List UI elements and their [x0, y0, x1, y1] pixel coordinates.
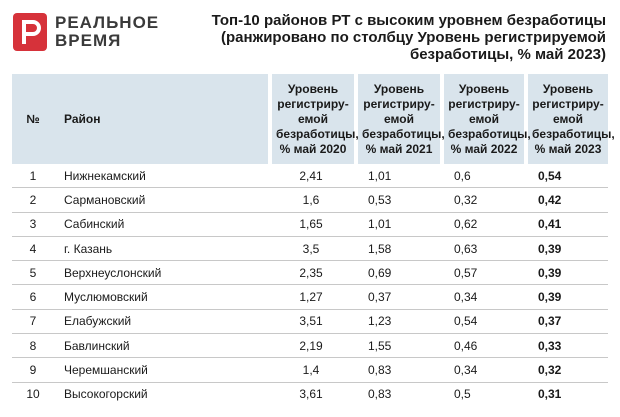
column-header-number: №	[12, 74, 54, 164]
table-row: 2 Сармановский 1,6 0,53 0,32 0,42	[12, 188, 608, 213]
cell-2020: 3,51	[268, 310, 354, 335]
cell-2022: 0,6	[440, 164, 524, 189]
cell-2023: 0,54	[524, 164, 608, 189]
column-header-2022: Уровень регистриру-емой безработицы, % м…	[440, 74, 531, 164]
table-row: 4 г. Казань 3,5 1,58 0,63 0,39	[12, 237, 608, 262]
cell-district: Муслюмовский	[54, 285, 268, 310]
cell-2020: 3,5	[268, 237, 354, 262]
cell-district: Бавлинский	[54, 334, 268, 359]
cell-district: Черемшанский	[54, 358, 268, 383]
cell-2021: 1,58	[354, 237, 440, 262]
cell-2020: 2,41	[268, 164, 354, 189]
table-row: 9 Черемшанский 1,4 0,83 0,34 0,32	[12, 358, 608, 383]
cell-2022: 0,46	[440, 334, 524, 359]
brand-line2: ВРЕМЯ	[55, 31, 122, 50]
cell-number: 2	[12, 188, 54, 213]
cell-2021: 1,23	[354, 310, 440, 335]
cell-2020: 1,65	[268, 213, 354, 237]
table-row: 1 Нижнекамский 2,41 1,01 0,6 0,54	[12, 164, 608, 189]
cell-district: Верхнеуслонский	[54, 261, 268, 286]
cell-district: Сабинский	[54, 213, 268, 237]
cell-2022: 0,32	[440, 188, 524, 213]
brand-name: РЕАЛЬНОЕ ВРЕМЯ	[55, 14, 159, 50]
cell-number: 4	[12, 237, 54, 262]
cell-2021: 0,83	[368, 387, 392, 402]
table-row: 7 Елабужский 3,51 1,23 0,54 0,37	[12, 310, 608, 335]
table-row: 10 Высокогорский 3,61 0,83 0,5 0,31	[12, 383, 608, 406]
column-header-2021: Уровень регистриру-емой безработицы, % м…	[354, 74, 445, 164]
cell-2022: 0,34	[440, 358, 524, 383]
cell-district: Высокогорский	[64, 387, 148, 402]
cell-2021: 1,55	[354, 334, 440, 359]
cell-district: Нижнекамский	[54, 164, 268, 189]
cell-2023: 0,33	[524, 334, 608, 359]
cell-number: 5	[12, 261, 54, 286]
brand-line1: РЕАЛЬНОЕ	[55, 13, 160, 32]
table-header-row: № Район Уровень регистриру-емой безработ…	[12, 74, 615, 164]
cell-2023: 0,32	[524, 358, 608, 383]
column-header-district: Район	[54, 74, 268, 164]
cell-number: 7	[12, 310, 54, 335]
cell-2021: 0,53	[354, 188, 440, 213]
page-title: Топ-10 районов РТ с высоким уровнем безр…	[211, 12, 606, 63]
cell-2020: 2,19	[268, 334, 354, 359]
cell-2022: 0,5	[454, 387, 471, 402]
cell-number: 10	[26, 387, 40, 402]
cell-number: 3	[12, 213, 54, 237]
brand-logo: РЕАЛЬНОЕ ВРЕМЯ	[13, 13, 163, 53]
cell-2022: 0,63	[440, 237, 524, 262]
cell-2021: 0,83	[354, 358, 440, 383]
cell-2023: 0,37	[524, 310, 608, 335]
cell-2022: 0,57	[440, 261, 524, 286]
cell-district: Сармановский	[54, 188, 268, 213]
unemployment-table: № Район Уровень регистриру-емой безработ…	[12, 74, 615, 406]
realnoe-vremya-logo-icon	[13, 13, 47, 51]
cell-2023: 0,42	[524, 188, 608, 213]
column-header-2020: Уровень регистриру-емой безработицы, % м…	[268, 74, 359, 164]
cell-2022: 0,54	[440, 310, 524, 335]
cell-2020: 3,61	[299, 387, 323, 402]
cell-number: 8	[12, 334, 54, 359]
cell-2021: 1,01	[354, 164, 440, 189]
cell-2021: 1,01	[354, 213, 440, 237]
cell-2023: 0,31	[538, 387, 562, 402]
cell-2021: 0,69	[354, 261, 440, 286]
cell-district: Елабужский	[54, 310, 268, 335]
table-row: 6 Муслюмовский 1,27 0,37 0,34 0,39	[12, 285, 608, 310]
table-row: 5 Верхнеуслонский 2,35 0,69 0,57 0,39	[12, 261, 608, 286]
cell-2023: 0,39	[524, 285, 608, 310]
cell-number: 1	[12, 164, 54, 189]
cell-2020: 1,27	[268, 285, 354, 310]
cell-number: 6	[12, 285, 54, 310]
cell-2020: 1,4	[268, 358, 354, 383]
cell-2023: 0,39	[524, 237, 608, 262]
cell-2020: 2,35	[268, 261, 354, 286]
cell-2023: 0,39	[524, 261, 608, 286]
cell-2021: 0,37	[354, 285, 440, 310]
cell-district: г. Казань	[54, 237, 268, 262]
table-row: 3 Сабинский 1,65 1,01 0,62 0,41	[12, 213, 608, 237]
cell-2022: 0,62	[440, 213, 524, 237]
cell-number: 9	[12, 358, 54, 383]
cell-2020: 1,6	[268, 188, 354, 213]
table-row: 8 Бавлинский 2,19 1,55 0,46 0,33	[12, 334, 608, 359]
column-header-2023: Уровень регистриру-емой безработицы, % м…	[524, 74, 615, 164]
cell-2023: 0,41	[524, 213, 608, 237]
cell-2022: 0,34	[440, 285, 524, 310]
